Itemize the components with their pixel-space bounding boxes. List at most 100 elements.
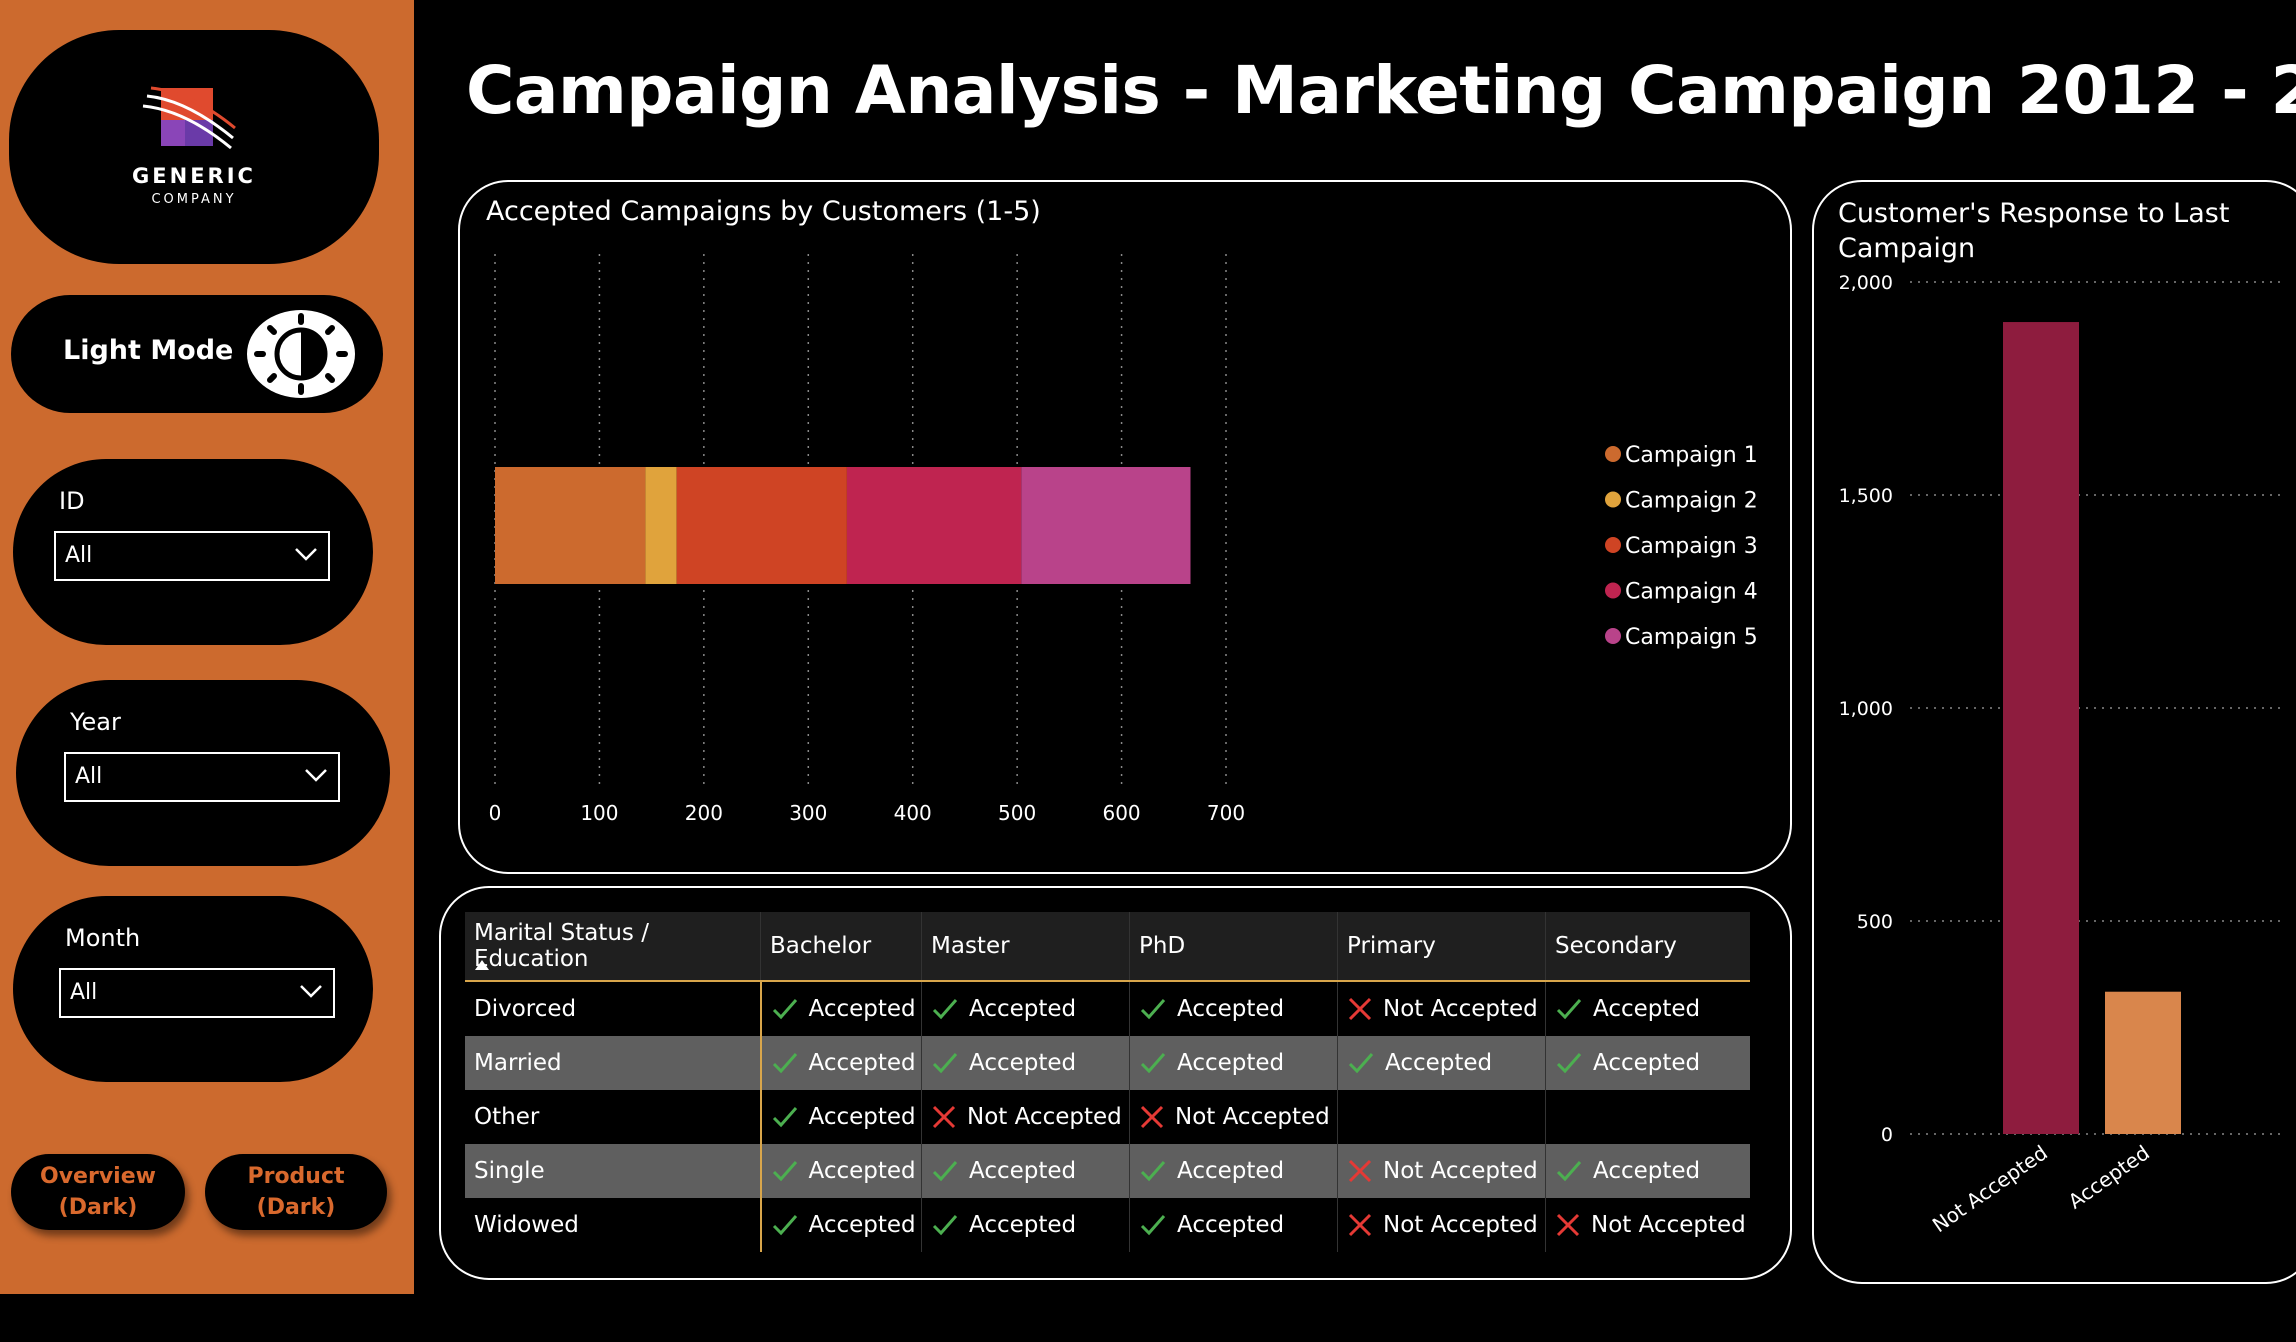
sort-ascending-icon[interactable] [475, 960, 489, 970]
matrix-cell: Accepted [1129, 1036, 1338, 1090]
matrix-col-header[interactable]: Secondary [1545, 912, 1750, 982]
cell-status-label: Accepted [969, 1158, 1077, 1184]
row-label: Married [465, 1036, 762, 1090]
response-bar [2105, 991, 2181, 1134]
cell-status-label: Accepted [1385, 1050, 1493, 1076]
row-label: Other [465, 1090, 762, 1144]
accepted-campaigns-title: Accepted Campaigns by Customers (1-5) [486, 196, 1041, 227]
matrix-cell: Accepted [1129, 981, 1338, 1036]
legend-label: Campaign 5 [1625, 625, 1758, 650]
id-filter-value: All [65, 543, 93, 568]
check-icon [932, 1161, 958, 1182]
cell-status-label: Accepted [1177, 1050, 1285, 1076]
page-title: Campaign Analysis - Marketing Campaign 2… [466, 52, 2296, 129]
legend-marker [1605, 491, 1621, 508]
id-filter-label: ID [59, 487, 85, 515]
cell-status-label: Accepted [969, 1050, 1077, 1076]
matrix-col-header[interactable]: Master [921, 912, 1130, 982]
row-label: Widowed [465, 1198, 762, 1252]
check-icon [932, 1053, 958, 1074]
light-mode-toggle[interactable]: Light Mode [11, 295, 383, 413]
table-row[interactable]: Single Accepted Accepted Accepted Not Accept… [465, 1144, 1750, 1198]
bar-segment [846, 467, 1022, 584]
cell-status-label: Not Accepted [1383, 1212, 1538, 1238]
id-filter-card: ID All [13, 459, 373, 645]
table-row[interactable]: Divorced Accepted Accepted Accepted Not Acce… [465, 981, 1750, 1036]
check-icon [1556, 999, 1582, 1020]
row-label: Single [465, 1144, 762, 1198]
logo-card: GENERIC COMPANY [9, 30, 379, 264]
matrix-cell [1545, 1090, 1750, 1144]
bar-segment [645, 467, 677, 584]
cross-icon [1348, 1213, 1372, 1237]
cell-status-label: Accepted [808, 1212, 916, 1238]
chevron-down-icon [295, 548, 317, 561]
response-bar [2003, 322, 2079, 1134]
y-tick-label: 500 [1857, 911, 1893, 933]
month-filter-dropdown[interactable]: All [59, 968, 335, 1018]
check-icon [1140, 1215, 1166, 1236]
x-tick-label: 300 [789, 801, 827, 825]
cell-status-label: Accepted [1177, 996, 1285, 1022]
matrix-col-header[interactable]: Primary [1337, 912, 1546, 982]
matrix-cell: Accepted [921, 1144, 1130, 1198]
last-campaign-response-panel: Customer's Response to Last Campaign 0 50… [1812, 180, 2296, 1284]
cell-status-label: Accepted [808, 1104, 916, 1130]
x-tick-label: 500 [998, 801, 1036, 825]
matrix-header-row: Marital Status / Education Bachelor Mast… [465, 912, 1750, 982]
matrix-col-header[interactable]: PhD [1129, 912, 1338, 982]
year-filter-value: All [75, 764, 103, 789]
year-filter-label: Year [70, 708, 121, 736]
check-icon [932, 1215, 958, 1236]
year-filter-card: Year All [16, 680, 390, 866]
y-tick-label: 0 [1881, 1124, 1893, 1146]
accepted-campaigns-chart: 0 100 200 300 400 500 600 700 Campaign 1 Campaign… [489, 254, 1758, 825]
id-filter-dropdown[interactable]: All [54, 531, 330, 581]
cell-status-label: Accepted [808, 1158, 916, 1184]
matrix-cell: Accepted [1337, 1036, 1546, 1090]
check-icon [1140, 1053, 1166, 1074]
matrix-cell: Accepted [921, 1036, 1130, 1090]
legend-marker [1605, 582, 1621, 599]
matrix-cell: Not Accepted [1337, 1144, 1546, 1198]
legend-label: Campaign 2 [1625, 489, 1758, 514]
cell-status-label: Accepted [969, 996, 1077, 1022]
year-filter-dropdown[interactable]: All [64, 752, 340, 802]
legend-label: Campaign 1 [1625, 443, 1758, 468]
matrix-cell: Accepted [1545, 1036, 1750, 1090]
matrix-cell: Accepted [921, 981, 1130, 1036]
matrix-cell: Accepted [760, 1036, 922, 1090]
overview-dark-button[interactable]: Overview (Dark) [11, 1154, 185, 1230]
legend-label: Campaign 4 [1625, 580, 1758, 605]
cross-icon [1348, 1159, 1372, 1183]
matrix-corner-header-label: Marital Status / Education [474, 920, 649, 972]
cell-status-label: Accepted [969, 1212, 1077, 1238]
x-tick-label: 100 [580, 801, 618, 825]
matrix-cell: Accepted [760, 1144, 922, 1198]
accepted-campaigns-panel: Accepted Campaigns by Customers (1-5) 0 1… [458, 180, 1792, 874]
matrix-corner-header[interactable]: Marital Status / Education [465, 912, 761, 982]
table-row[interactable]: Married Accepted Accepted Accepted Accepted A… [465, 1036, 1750, 1090]
matrix-col-header[interactable]: Bachelor [760, 912, 922, 982]
marital-education-matrix: Marital Status / Education Bachelor Mast… [465, 912, 1750, 1252]
check-icon [1556, 1053, 1582, 1074]
cell-status-label: Accepted [1177, 1158, 1285, 1184]
check-icon [1556, 1161, 1582, 1182]
x-tick-label: 700 [1207, 801, 1245, 825]
bar-segment [495, 467, 646, 584]
product-dark-button[interactable]: Product (Dark) [205, 1154, 387, 1230]
cell-status-label: Not Accepted [1591, 1212, 1746, 1238]
month-filter-card: Month All [13, 896, 373, 1082]
matrix-cell [1337, 1090, 1546, 1144]
table-row[interactable]: Widowed Accepted Accepted Accepted Not Accep… [465, 1198, 1750, 1252]
table-row[interactable]: Other Accepted Not Accepted Not Accepted [465, 1090, 1750, 1144]
bar-segment [1021, 467, 1191, 584]
cell-status-label: Not Accepted [1175, 1104, 1330, 1130]
sun-half-icon[interactable] [243, 306, 359, 402]
check-icon [772, 1215, 797, 1236]
check-icon [932, 999, 958, 1020]
legend-marker [1605, 537, 1621, 553]
matrix-cell: Not Accepted [921, 1090, 1130, 1144]
cross-icon [1140, 1105, 1164, 1129]
matrix-cell: Not Accepted [1337, 981, 1546, 1036]
